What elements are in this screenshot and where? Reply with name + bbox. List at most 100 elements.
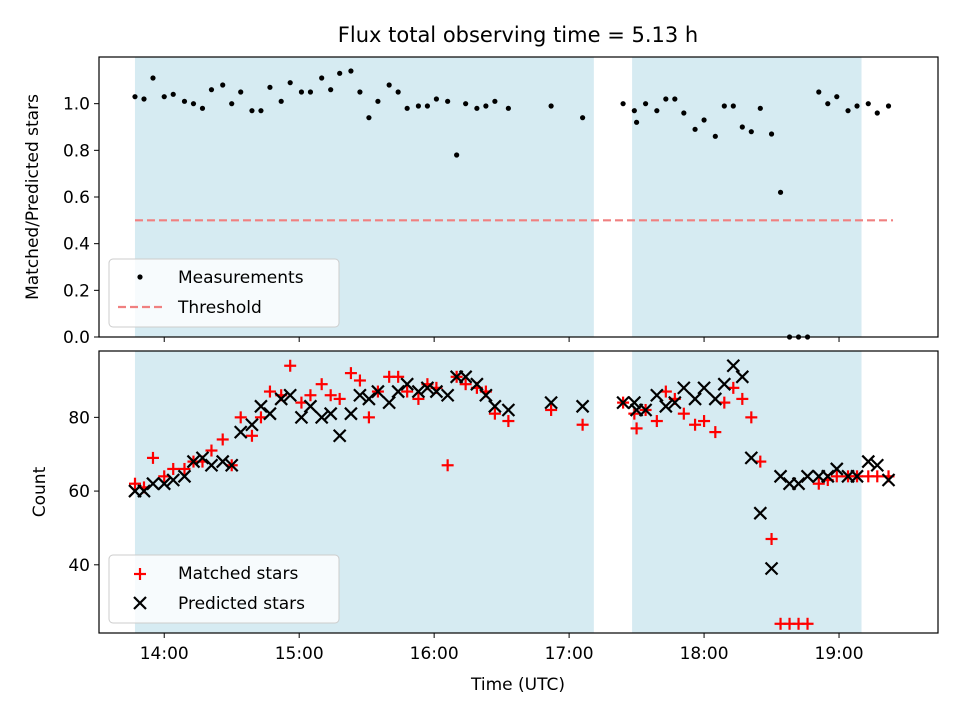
- measurement-point: [307, 89, 314, 95]
- predicted-star-point: [458, 370, 473, 384]
- predicted-star-stroke: [688, 392, 702, 406]
- top-y-tick-label: 1.0: [63, 95, 90, 115]
- predicted-star-point: [659, 399, 673, 414]
- measurement-point: [267, 84, 273, 90]
- predicted-star-stroke: [753, 506, 768, 520]
- measurement-point: [654, 108, 660, 114]
- measurement-point: [375, 98, 381, 104]
- bottom-panel: 14:00 15:00 16:00 17:00 18:00 19:00 40 60 80 Co…: [30, 350, 939, 695]
- predicted-star-stroke: [744, 451, 759, 465]
- matched-star-point: [315, 378, 328, 391]
- predicted-star-stroke: [501, 403, 516, 417]
- bottom-ylabel: Count: [30, 466, 50, 517]
- matched-star-point: [333, 392, 346, 405]
- predicted-star-point: [717, 377, 732, 391]
- bottom-y-tick-label: 40: [68, 556, 90, 576]
- predicted-star-stroke: [137, 484, 151, 498]
- matched-star-point: [344, 367, 357, 380]
- predicted-star-point: [861, 454, 876, 469]
- predicted-star-point: [744, 451, 759, 465]
- predicted-star-stroke: [371, 384, 385, 399]
- matched-star-point: [812, 477, 825, 490]
- legend-predicted-marker: [133, 596, 147, 610]
- predicted-star-point: [668, 395, 682, 410]
- measurement-point: [620, 101, 626, 107]
- matched-star-point: [401, 385, 414, 398]
- predicted-star-point: [677, 381, 691, 395]
- legend-measurements-label: Measurements: [178, 268, 304, 288]
- predicted-star-stroke: [245, 417, 259, 432]
- matched-star-point: [545, 403, 558, 416]
- predicted-star-point: [501, 403, 516, 417]
- measurement-point: [190, 101, 197, 107]
- predicted-star-stroke: [616, 395, 630, 410]
- predicted-star-point: [488, 399, 502, 414]
- measurement-point: [845, 108, 851, 114]
- matched-star-point: [178, 462, 191, 475]
- measurement-point: [258, 108, 264, 114]
- predicted-star-point: [166, 473, 181, 487]
- predicted-star-point: [233, 425, 248, 439]
- measurement-point: [580, 115, 586, 121]
- predicted-star-point: [650, 388, 664, 403]
- matched-star-point: [441, 459, 454, 472]
- measurement-point: [319, 75, 325, 81]
- predicted-star-stroke: [186, 454, 201, 469]
- measurement-point: [712, 133, 718, 139]
- predicted-star-stroke: [332, 429, 347, 443]
- x-tick-label: 19:00: [815, 644, 864, 664]
- predicted-star-stroke: [157, 476, 172, 491]
- predicted-star-point: [821, 469, 835, 484]
- bottom-y-tick-label: 80: [68, 408, 90, 428]
- predicted-star-point: [332, 429, 347, 443]
- measurement-point: [357, 89, 363, 95]
- predicted-star-point: [362, 392, 376, 406]
- predicted-star-stroke: [440, 388, 455, 403]
- measurement-point: [825, 101, 831, 107]
- predicted-star-point: [224, 458, 239, 473]
- predicted-star-stroke: [764, 561, 779, 576]
- predicted-star-stroke: [263, 406, 277, 421]
- measurement-point: [337, 70, 343, 76]
- predicted-star-point: [353, 388, 367, 403]
- predicted-star-stroke: [544, 395, 558, 410]
- predicted-star-point: [688, 392, 702, 406]
- top-legend-box: [108, 258, 340, 328]
- matched-star-point: [245, 429, 258, 442]
- matched-star-point: [765, 533, 778, 545]
- predicted-star-stroke: [470, 377, 484, 391]
- measurement-point: [730, 103, 736, 109]
- predicted-star-stroke: [850, 469, 864, 484]
- predicted-star-point: [708, 392, 723, 406]
- top-y-tick-label: 0.8: [63, 141, 90, 161]
- measurement-point: [463, 101, 469, 107]
- predicted-star-point: [773, 469, 788, 484]
- predicted-star-point: [470, 377, 484, 391]
- legend-matched-marker: [134, 568, 146, 580]
- matched-star-point: [677, 407, 690, 420]
- predicted-star-point: [870, 458, 885, 473]
- x-tick-label: 15:00: [275, 644, 324, 664]
- measurement-point: [424, 103, 431, 109]
- matched-star-point: [801, 617, 814, 630]
- top-y-tick-label: 0.2: [63, 281, 90, 301]
- predicted-star-point: [245, 417, 259, 432]
- matched-star-point: [263, 385, 276, 398]
- predicted-star-stroke: [303, 399, 318, 414]
- legend-matched-label: Matched stars: [178, 564, 298, 584]
- measurement-point: [161, 94, 167, 100]
- predicted-star-stroke: [274, 392, 288, 406]
- measurement-point: [348, 68, 354, 74]
- bottom-axes-frame: [98, 350, 939, 634]
- bottom-xlabel: Time (UTC): [470, 675, 565, 695]
- predicted-star-point: [791, 476, 806, 491]
- predicted-star-stroke: [215, 454, 230, 469]
- measurement-point: [777, 189, 784, 195]
- predicted-star-stroke: [800, 469, 815, 484]
- predicted-star-stroke: [353, 388, 367, 403]
- predicted-star-stroke: [735, 370, 750, 384]
- predicted-star-stroke: [488, 399, 502, 414]
- top-ylabel: Matched/Predicted stars: [23, 94, 43, 300]
- predicted-star-point: [371, 384, 385, 399]
- matched-star-point: [650, 415, 663, 428]
